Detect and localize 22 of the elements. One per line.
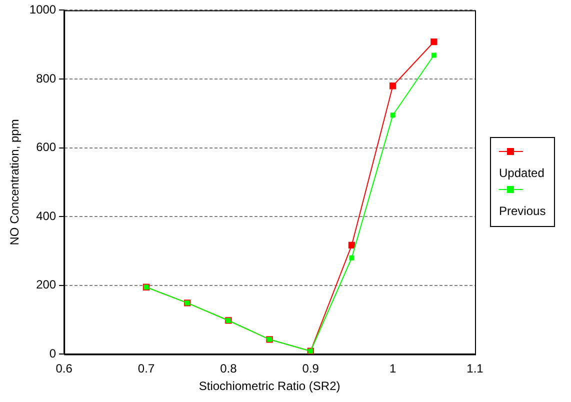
x-tick-label: 0.8 <box>220 362 238 376</box>
y-tick-label: 200 <box>36 278 56 292</box>
y-axis-title: NO Concentration, ppm <box>8 119 22 246</box>
x-tick-label: 0.6 <box>56 362 73 376</box>
point <box>390 112 396 118</box>
x-tick-label: 1 <box>389 362 396 376</box>
point <box>348 242 356 248</box>
x-tick-label: 0.7 <box>138 362 155 376</box>
point <box>349 255 354 260</box>
x-axis-title: Stiochiometric Ratio (SR2) <box>198 379 340 394</box>
y-tick-label: 400 <box>36 208 56 223</box>
legend-label: Previous <box>499 204 546 218</box>
point <box>389 82 396 90</box>
y-tick-label: 800 <box>36 71 56 86</box>
x-tick-label: 0.9 <box>302 362 320 376</box>
x-tick-label: 1.1 <box>466 362 484 376</box>
point <box>430 38 438 46</box>
legend-label: Updated <box>499 166 546 180</box>
point <box>431 52 436 58</box>
y-tick-label: 0 <box>49 346 56 361</box>
y-tick-label: 1000 <box>29 2 56 17</box>
y-tick-label: 600 <box>36 140 56 154</box>
